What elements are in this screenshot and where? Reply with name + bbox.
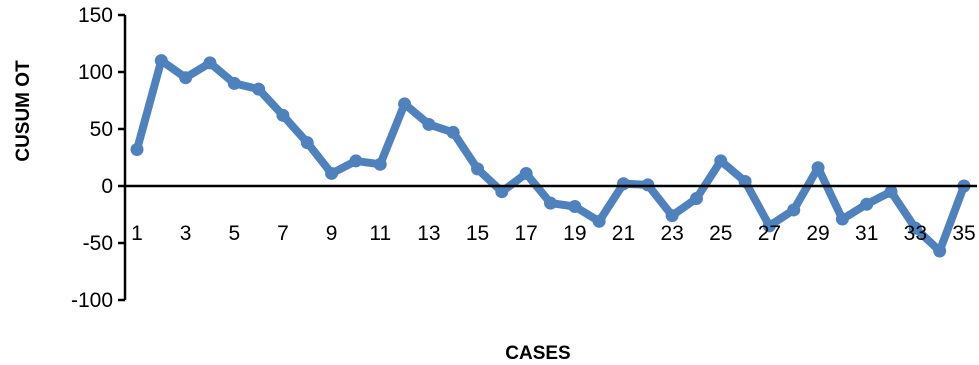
x-tick-label: 5 [228, 222, 240, 245]
x-tick-label: 33 [904, 222, 927, 245]
data-point [835, 212, 849, 226]
x-tick-label: 1 [131, 222, 143, 245]
y-tick-label: 0 [101, 175, 113, 198]
x-tick-label: 25 [709, 222, 732, 245]
data-point [884, 185, 898, 199]
x-axis: 1 3 5 7 9 11 13 15 17 19 21 23 25 27 29 31 33 35 [125, 184, 977, 245]
x-axis-title: CASES [505, 343, 570, 364]
data-point [495, 185, 509, 199]
data-point [300, 136, 314, 150]
data-point [933, 244, 947, 258]
x-tick-label: 21 [612, 222, 635, 245]
series-group [130, 54, 971, 258]
data-point [519, 166, 533, 180]
data-point [252, 82, 266, 96]
x-tick-label: 23 [660, 222, 683, 245]
x-tick-label: 29 [806, 222, 829, 245]
data-point [179, 71, 193, 85]
x-tick-label: 27 [758, 222, 781, 245]
data-point [665, 209, 679, 223]
data-point [154, 54, 168, 68]
data-point [446, 125, 460, 139]
x-tick-label: 9 [326, 222, 338, 245]
data-point [908, 221, 922, 235]
data-point [568, 200, 582, 214]
data-point [203, 56, 217, 70]
y-tick-label: -100 [71, 289, 113, 312]
y-tick-label: 150 [78, 4, 113, 27]
x-tick-label: 15 [466, 222, 489, 245]
data-point [860, 197, 874, 211]
data-point [616, 177, 630, 191]
data-point [422, 117, 436, 131]
y-axis: 150 100 50 0 -50 -100 [71, 4, 127, 312]
x-tick-label: 19 [563, 222, 586, 245]
data-point [544, 196, 557, 210]
x-tick-label: 7 [277, 222, 289, 245]
data-point [349, 154, 363, 168]
data-point [398, 97, 412, 111]
data-point [762, 219, 776, 233]
data-point [689, 192, 703, 206]
data-point [276, 108, 290, 122]
data-point [787, 203, 801, 217]
y-axis-title: CUSUM OT [13, 60, 34, 162]
data-point [130, 143, 144, 157]
data-point [738, 174, 752, 188]
data-point [714, 154, 728, 168]
data-point [592, 214, 606, 228]
x-tick-label: 17 [514, 222, 537, 245]
data-point [373, 157, 387, 171]
data-point [811, 161, 825, 175]
x-tick-label: 3 [180, 222, 192, 245]
x-tick-label: 13 [417, 222, 440, 245]
y-tick-label: 100 [78, 61, 113, 84]
data-point [227, 76, 241, 90]
y-tick-label: 50 [90, 118, 113, 141]
y-tick-label: -50 [83, 232, 113, 255]
data-point [471, 162, 485, 176]
x-tick-label: 35 [952, 222, 975, 245]
x-tick-label: 31 [855, 222, 878, 245]
data-point [325, 166, 339, 180]
x-tick-label: 11 [369, 222, 391, 245]
